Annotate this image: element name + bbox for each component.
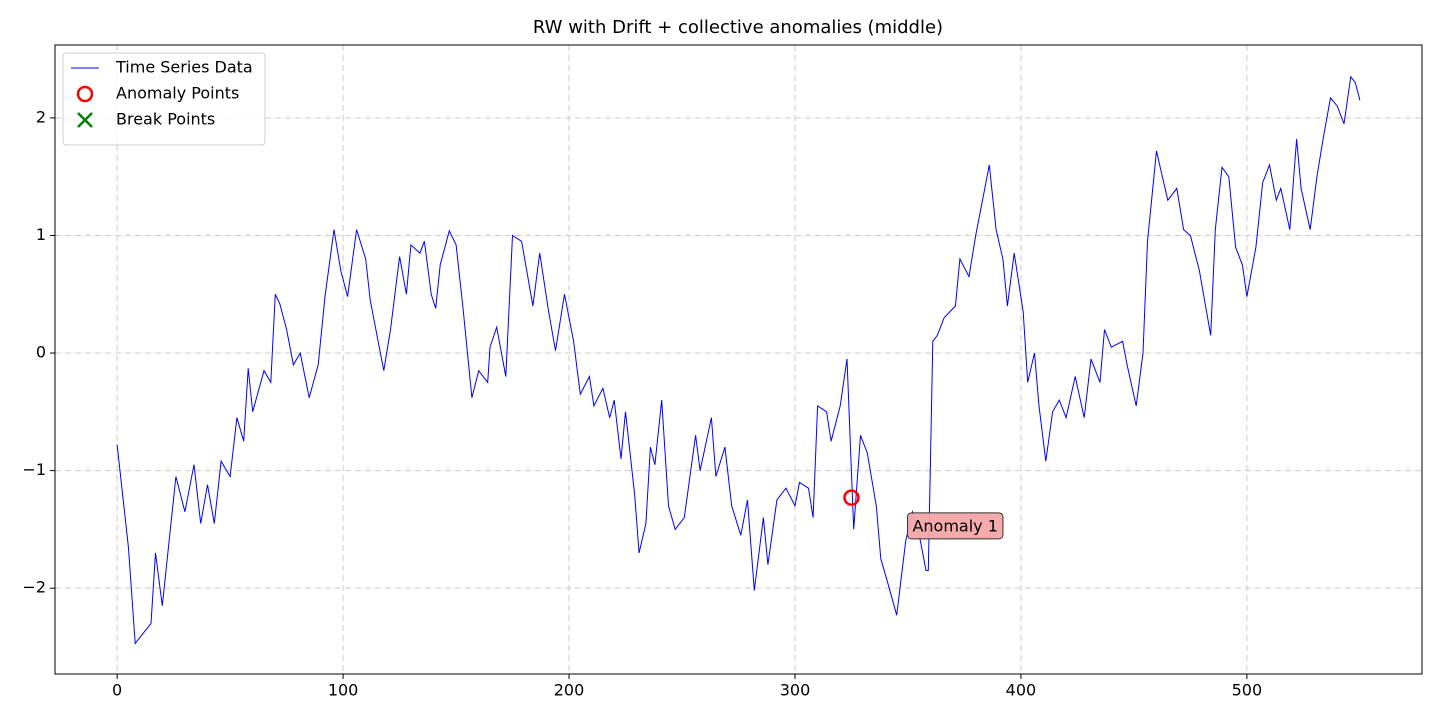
annotation-box — [906, 512, 1004, 540]
chart-title: RW with Drift + collective anomalies (mi… — [533, 17, 943, 38]
legend-box — [62, 52, 266, 146]
annotation-text: Anomaly 1 — [912, 516, 997, 535]
y-tick-label: −2 — [22, 578, 46, 597]
legend: Time Series Data Anomaly Points Break Poin… — [62, 52, 266, 146]
legend-label: Break Points — [116, 110, 215, 129]
x-tick-label: 100 — [328, 681, 359, 700]
x-tick-label: 400 — [1006, 681, 1037, 700]
data-line — [116, 75, 1361, 645]
x-tick-label: 300 — [780, 681, 811, 700]
legend-swatch — [76, 85, 94, 103]
plot-frame — [54, 44, 1423, 675]
y-tick-label: −1 — [22, 460, 46, 479]
y-tick-label: 1 — [36, 225, 46, 244]
legend-swatch — [77, 112, 93, 128]
y-tick-label: 0 — [36, 343, 46, 362]
x-tick-label: 500 — [1232, 681, 1263, 700]
y-tick-label: 2 — [36, 107, 46, 126]
x-tick-label: 0 — [112, 681, 122, 700]
anomaly-point — [843, 489, 860, 506]
x-tick-label: 200 — [554, 681, 585, 700]
legend-label: Anomaly Points — [116, 84, 239, 103]
legend-label: Time Series Data — [115, 58, 253, 77]
